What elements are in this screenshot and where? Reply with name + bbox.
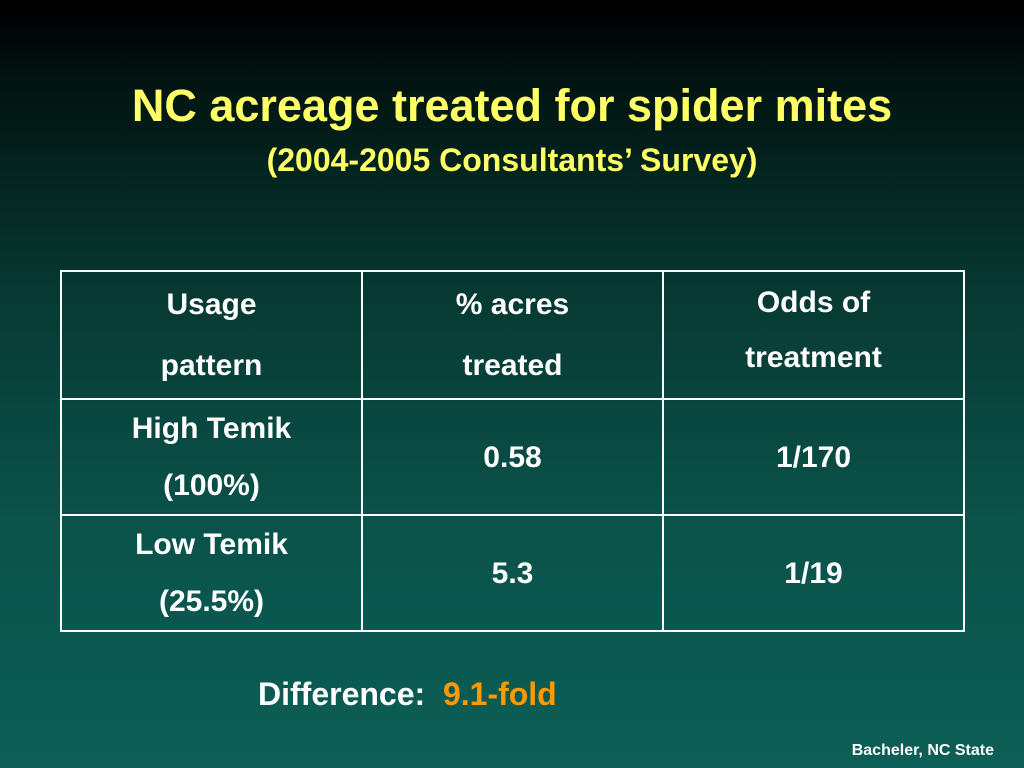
header-cell-acres: % acres treated (361, 270, 664, 400)
acres-value: 5.3 (491, 556, 534, 590)
usage-cell: Low Temik (25.5%) (60, 514, 363, 632)
usage-line-2: (100%) (163, 469, 260, 502)
usage-line-2: (25.5%) (158, 585, 265, 618)
usage-cell: High Temik (100%) (60, 398, 363, 516)
header-usage-line-2: pattern (160, 349, 263, 382)
table-header-row: Usage pattern % acres treated Odds of tr… (60, 270, 965, 400)
odds-cell: 1/170 (662, 398, 965, 516)
header-odds-line-2: treatment (745, 341, 882, 374)
acres-value: 0.58 (483, 440, 542, 474)
difference-label: Difference: (258, 676, 426, 712)
table-row: High Temik (100%) 0.58 1/170 (60, 398, 965, 516)
odds-cell: 1/19 (662, 514, 965, 632)
header-cell-odds: Odds of treatment (662, 270, 965, 400)
credit-text: Bacheler, NC State (851, 742, 994, 759)
header-odds-line-1: Odds of (756, 286, 871, 319)
odds-value: 1/170 (775, 440, 852, 474)
slide-title: NC acreage treated for spider mites (131, 80, 893, 131)
odds-value: 1/19 (784, 556, 843, 590)
table-row: Low Temik (25.5%) 5.3 1/19 (60, 514, 965, 632)
header-acres-line-1: % acres (455, 288, 570, 321)
header-cell-usage: Usage pattern (60, 270, 363, 400)
top-strip (0, 0, 1024, 14)
usage-line-1: High Temik (131, 412, 292, 445)
acres-cell: 5.3 (361, 514, 664, 632)
acres-cell: 0.58 (361, 398, 664, 516)
slide-subtitle: (2004-2005 Consultants’ Survey) (266, 142, 758, 178)
difference-value: 9.1-fold (442, 676, 557, 712)
usage-line-1: Low Temik (135, 528, 288, 561)
difference-summary: Difference: 9.1-fold (258, 672, 557, 716)
header-usage-line-1: Usage (166, 288, 257, 321)
header-acres-line-2: treated (462, 349, 563, 382)
data-table: Usage pattern % acres treated Odds of tr… (60, 270, 965, 632)
